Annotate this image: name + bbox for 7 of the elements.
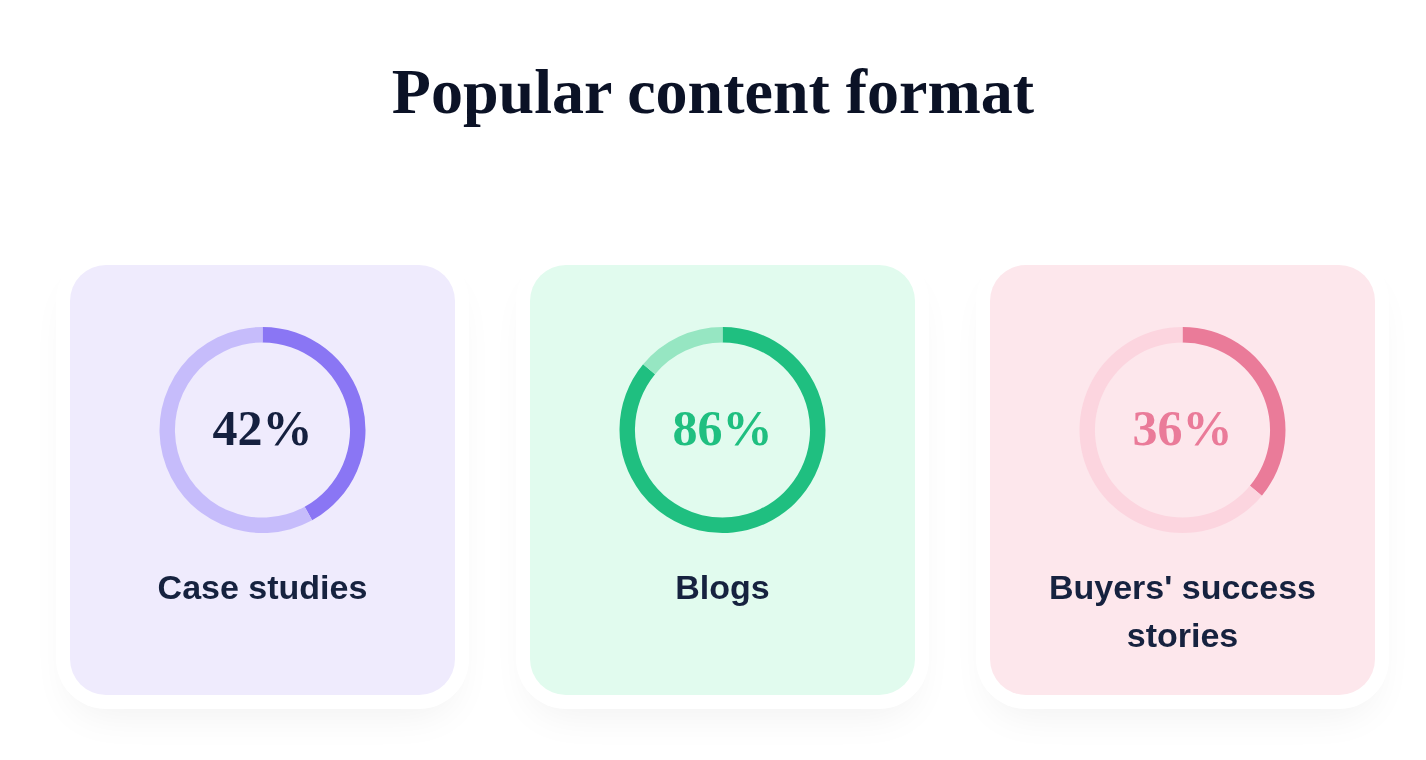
data-label: 36% xyxy=(1132,399,1233,456)
data-label: 42% xyxy=(212,399,313,456)
text: Case studies xyxy=(156,567,369,608)
data-label: 86% xyxy=(672,399,773,456)
text: Blogs xyxy=(674,567,771,608)
text: Popular content format xyxy=(390,55,1036,129)
text: Buyers' success stories xyxy=(1047,567,1317,656)
